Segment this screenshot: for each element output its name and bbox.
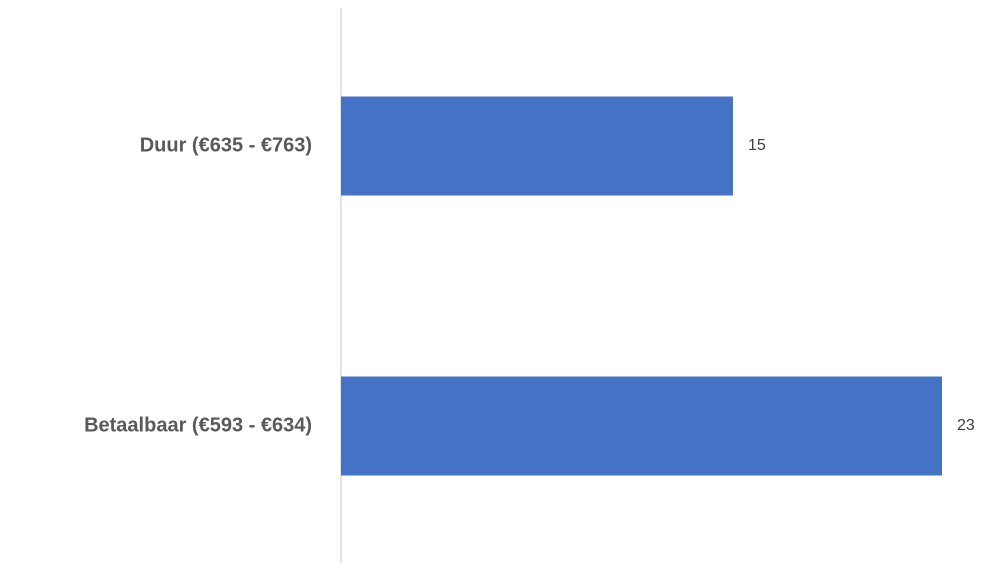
data-label: 15 <box>748 137 766 154</box>
data-label: 23 <box>957 417 975 434</box>
bar <box>341 376 942 476</box>
category-label: Betaalbaar (€593 - €634) <box>84 414 312 436</box>
category-label: Duur (€635 - €763) <box>140 134 312 156</box>
bar <box>341 96 733 196</box>
